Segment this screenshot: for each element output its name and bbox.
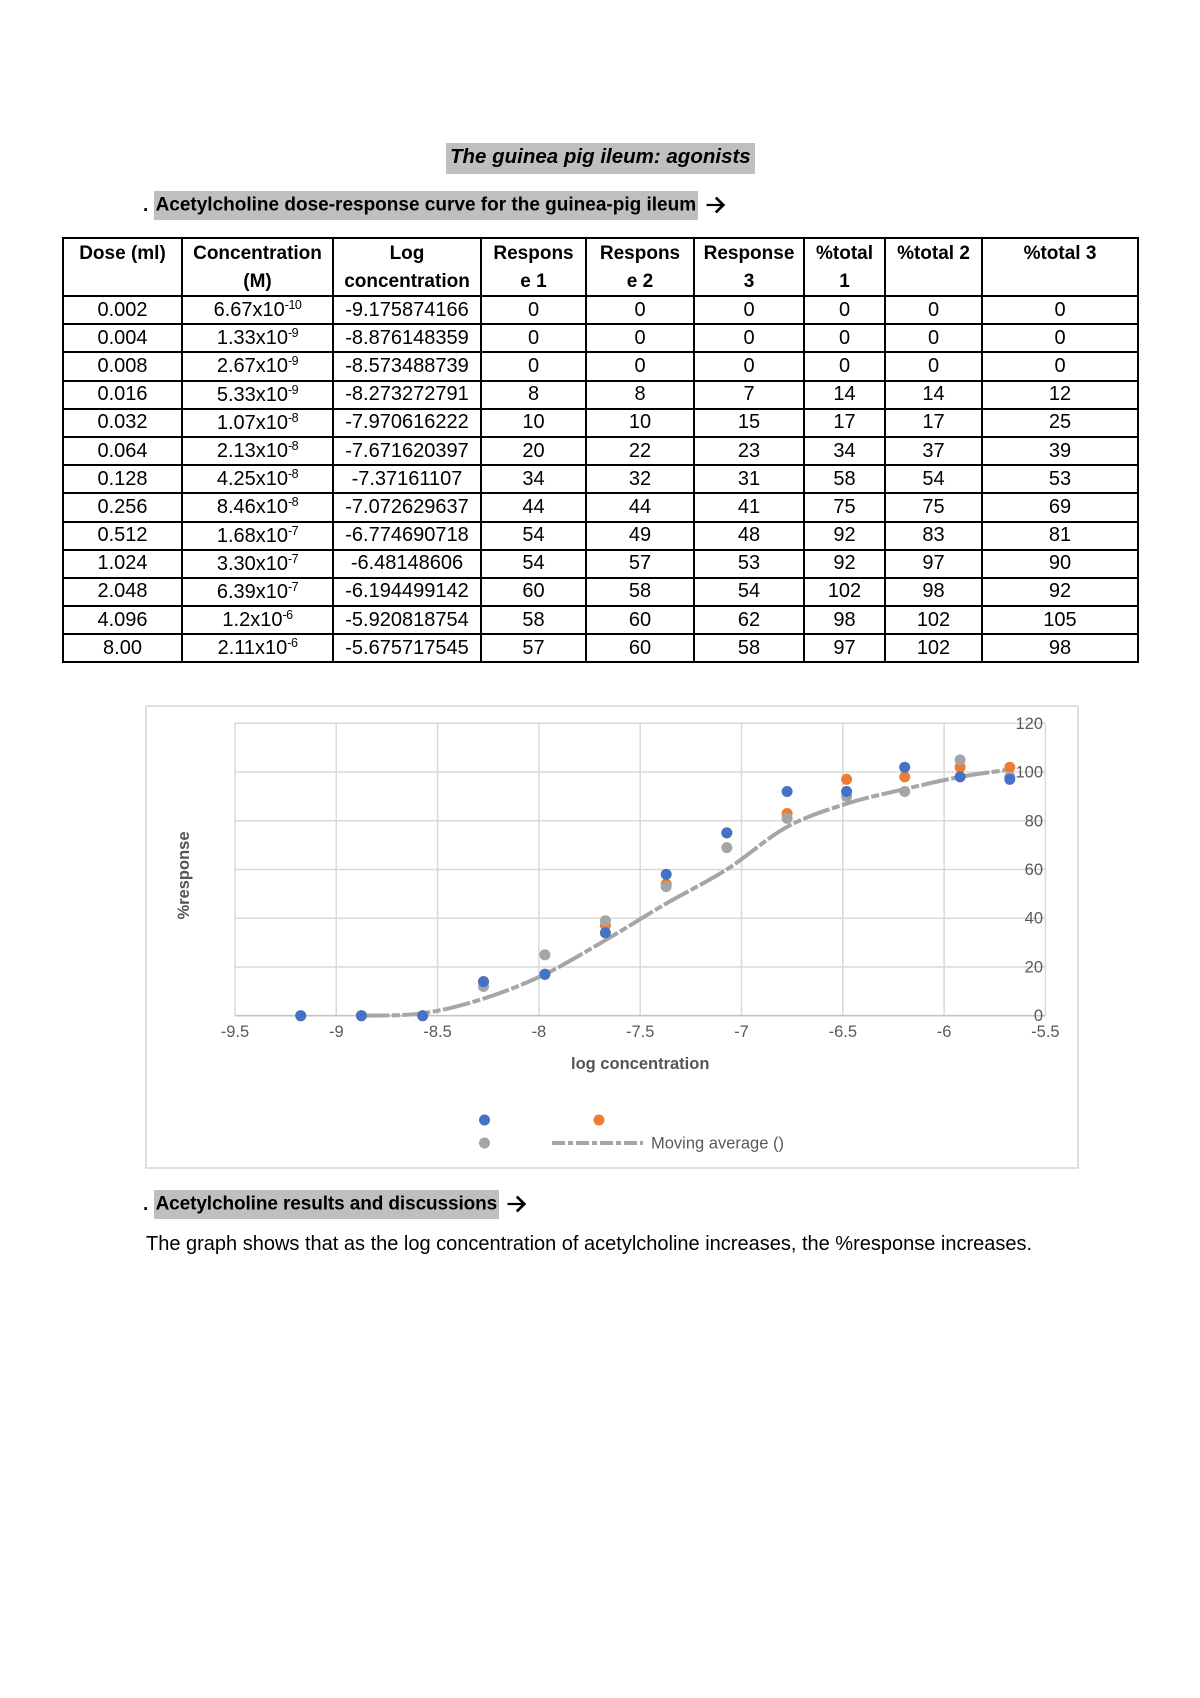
svg-text:-7: -7 (734, 1023, 749, 1041)
svg-text:20: 20 (1025, 959, 1043, 977)
svg-text:0: 0 (1034, 1007, 1043, 1025)
svg-text:120: 120 (1015, 715, 1043, 733)
svg-text:60: 60 (1025, 861, 1043, 879)
svg-text:-8.5: -8.5 (423, 1023, 451, 1041)
svg-text:-7.5: -7.5 (626, 1023, 654, 1041)
svg-text:log concentration: log concentration (571, 1055, 709, 1073)
svg-text:-6: -6 (937, 1023, 952, 1041)
svg-text:-9.5: -9.5 (221, 1023, 249, 1041)
svg-text:-5.5: -5.5 (1031, 1023, 1059, 1041)
svg-text:-6.5: -6.5 (829, 1023, 857, 1041)
svg-text:-9: -9 (329, 1023, 344, 1041)
svg-text:100: 100 (1015, 764, 1043, 782)
svg-text:Moving average (): Moving average () (651, 1135, 784, 1153)
svg-text:%response: %response (175, 831, 193, 919)
svg-text:-8: -8 (532, 1023, 547, 1041)
svg-text:80: 80 (1025, 812, 1043, 830)
svg-text:40: 40 (1025, 910, 1043, 928)
